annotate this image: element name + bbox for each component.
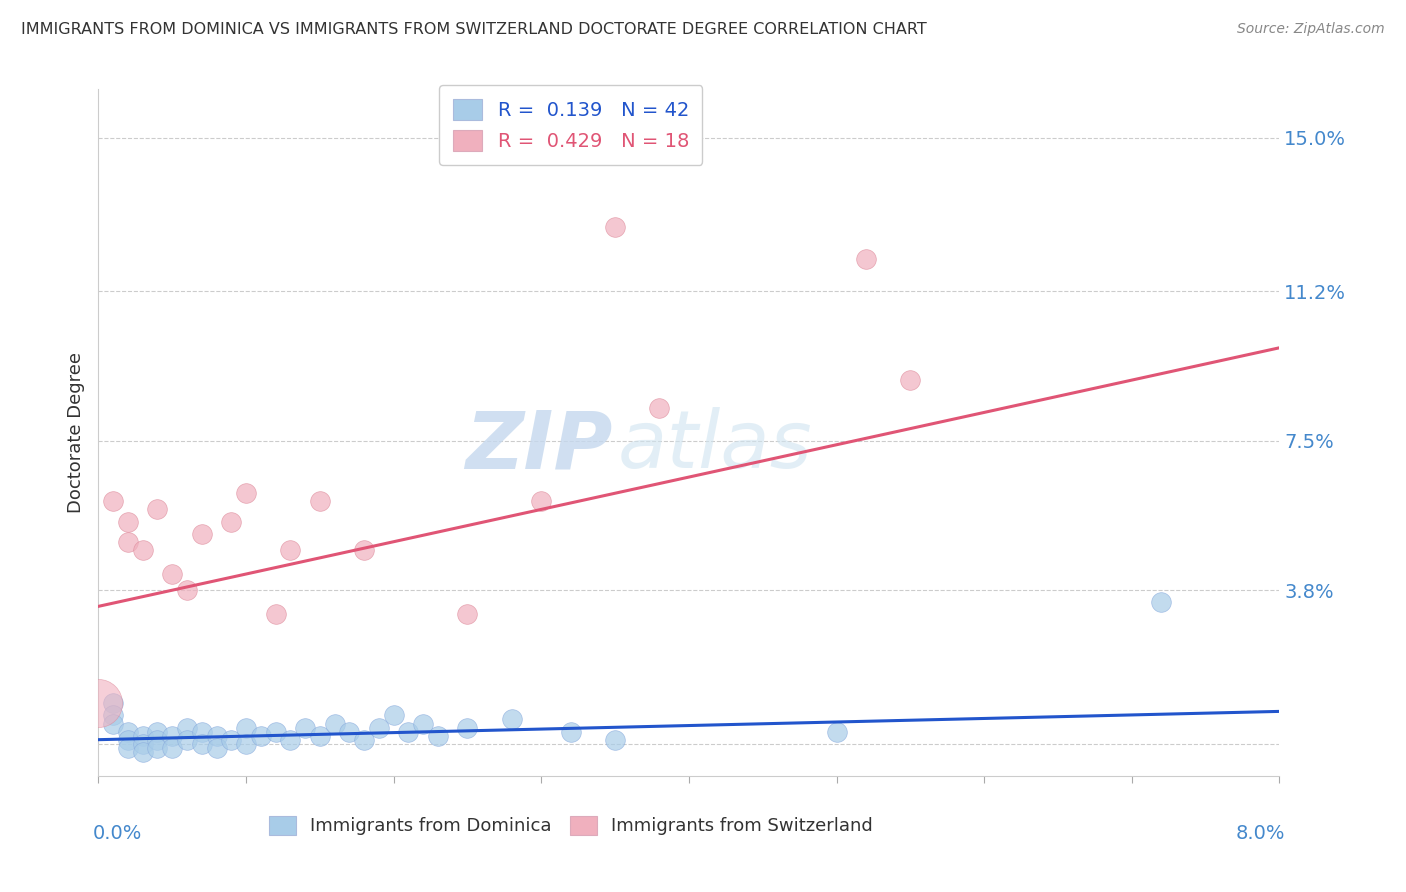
Point bbox=[250, 729, 273, 743]
Point bbox=[191, 526, 214, 541]
Point bbox=[900, 373, 922, 387]
Point bbox=[117, 740, 139, 755]
Point bbox=[323, 716, 346, 731]
Point bbox=[855, 252, 877, 266]
Point bbox=[162, 567, 183, 582]
Point bbox=[191, 724, 214, 739]
Point bbox=[146, 740, 169, 755]
Point bbox=[103, 494, 125, 508]
Point bbox=[280, 542, 302, 557]
Text: atlas: atlas bbox=[619, 408, 813, 485]
Point bbox=[205, 740, 228, 755]
Point bbox=[132, 737, 155, 751]
Point bbox=[560, 724, 582, 739]
Point bbox=[339, 724, 361, 739]
Text: Source: ZipAtlas.com: Source: ZipAtlas.com bbox=[1237, 22, 1385, 37]
Point bbox=[221, 515, 243, 529]
Point bbox=[398, 724, 420, 739]
Point bbox=[235, 737, 257, 751]
Point bbox=[117, 732, 139, 747]
Point bbox=[264, 724, 287, 739]
Point bbox=[648, 401, 671, 416]
Point bbox=[103, 696, 125, 710]
Point bbox=[221, 732, 243, 747]
Point bbox=[825, 724, 848, 739]
Point bbox=[146, 724, 169, 739]
Text: 8.0%: 8.0% bbox=[1236, 824, 1285, 843]
Point bbox=[87, 696, 110, 710]
Point bbox=[117, 534, 139, 549]
Point bbox=[605, 219, 627, 234]
Y-axis label: Doctorate Degree: Doctorate Degree bbox=[66, 352, 84, 513]
Legend: Immigrants from Dominica, Immigrants from Switzerland: Immigrants from Dominica, Immigrants fro… bbox=[262, 809, 880, 843]
Point bbox=[353, 732, 375, 747]
Point bbox=[117, 515, 139, 529]
Point bbox=[117, 724, 139, 739]
Point bbox=[132, 729, 155, 743]
Point bbox=[205, 729, 228, 743]
Point bbox=[235, 486, 257, 500]
Point bbox=[176, 732, 198, 747]
Point bbox=[162, 729, 183, 743]
Point bbox=[457, 721, 479, 735]
Point bbox=[605, 732, 627, 747]
Point bbox=[368, 721, 391, 735]
Text: 0.0%: 0.0% bbox=[93, 824, 142, 843]
Point bbox=[146, 732, 169, 747]
Point bbox=[353, 542, 375, 557]
Text: IMMIGRANTS FROM DOMINICA VS IMMIGRANTS FROM SWITZERLAND DOCTORATE DEGREE CORRELA: IMMIGRANTS FROM DOMINICA VS IMMIGRANTS F… bbox=[21, 22, 927, 37]
Point bbox=[280, 732, 302, 747]
Point bbox=[103, 716, 125, 731]
Point bbox=[264, 607, 287, 622]
Point bbox=[146, 502, 169, 516]
Point bbox=[309, 729, 332, 743]
Point bbox=[162, 740, 183, 755]
Point bbox=[103, 708, 125, 723]
Point bbox=[132, 542, 155, 557]
Point bbox=[132, 745, 155, 759]
Point bbox=[1150, 595, 1173, 609]
Point bbox=[309, 494, 332, 508]
Point bbox=[412, 716, 434, 731]
Point bbox=[235, 721, 257, 735]
Point bbox=[530, 494, 553, 508]
Text: ZIP: ZIP bbox=[465, 408, 612, 485]
Point bbox=[427, 729, 450, 743]
Point bbox=[176, 721, 198, 735]
Point bbox=[382, 708, 405, 723]
Point bbox=[176, 583, 198, 598]
Point bbox=[457, 607, 479, 622]
Point bbox=[191, 737, 214, 751]
Point bbox=[294, 721, 316, 735]
Point bbox=[501, 713, 523, 727]
